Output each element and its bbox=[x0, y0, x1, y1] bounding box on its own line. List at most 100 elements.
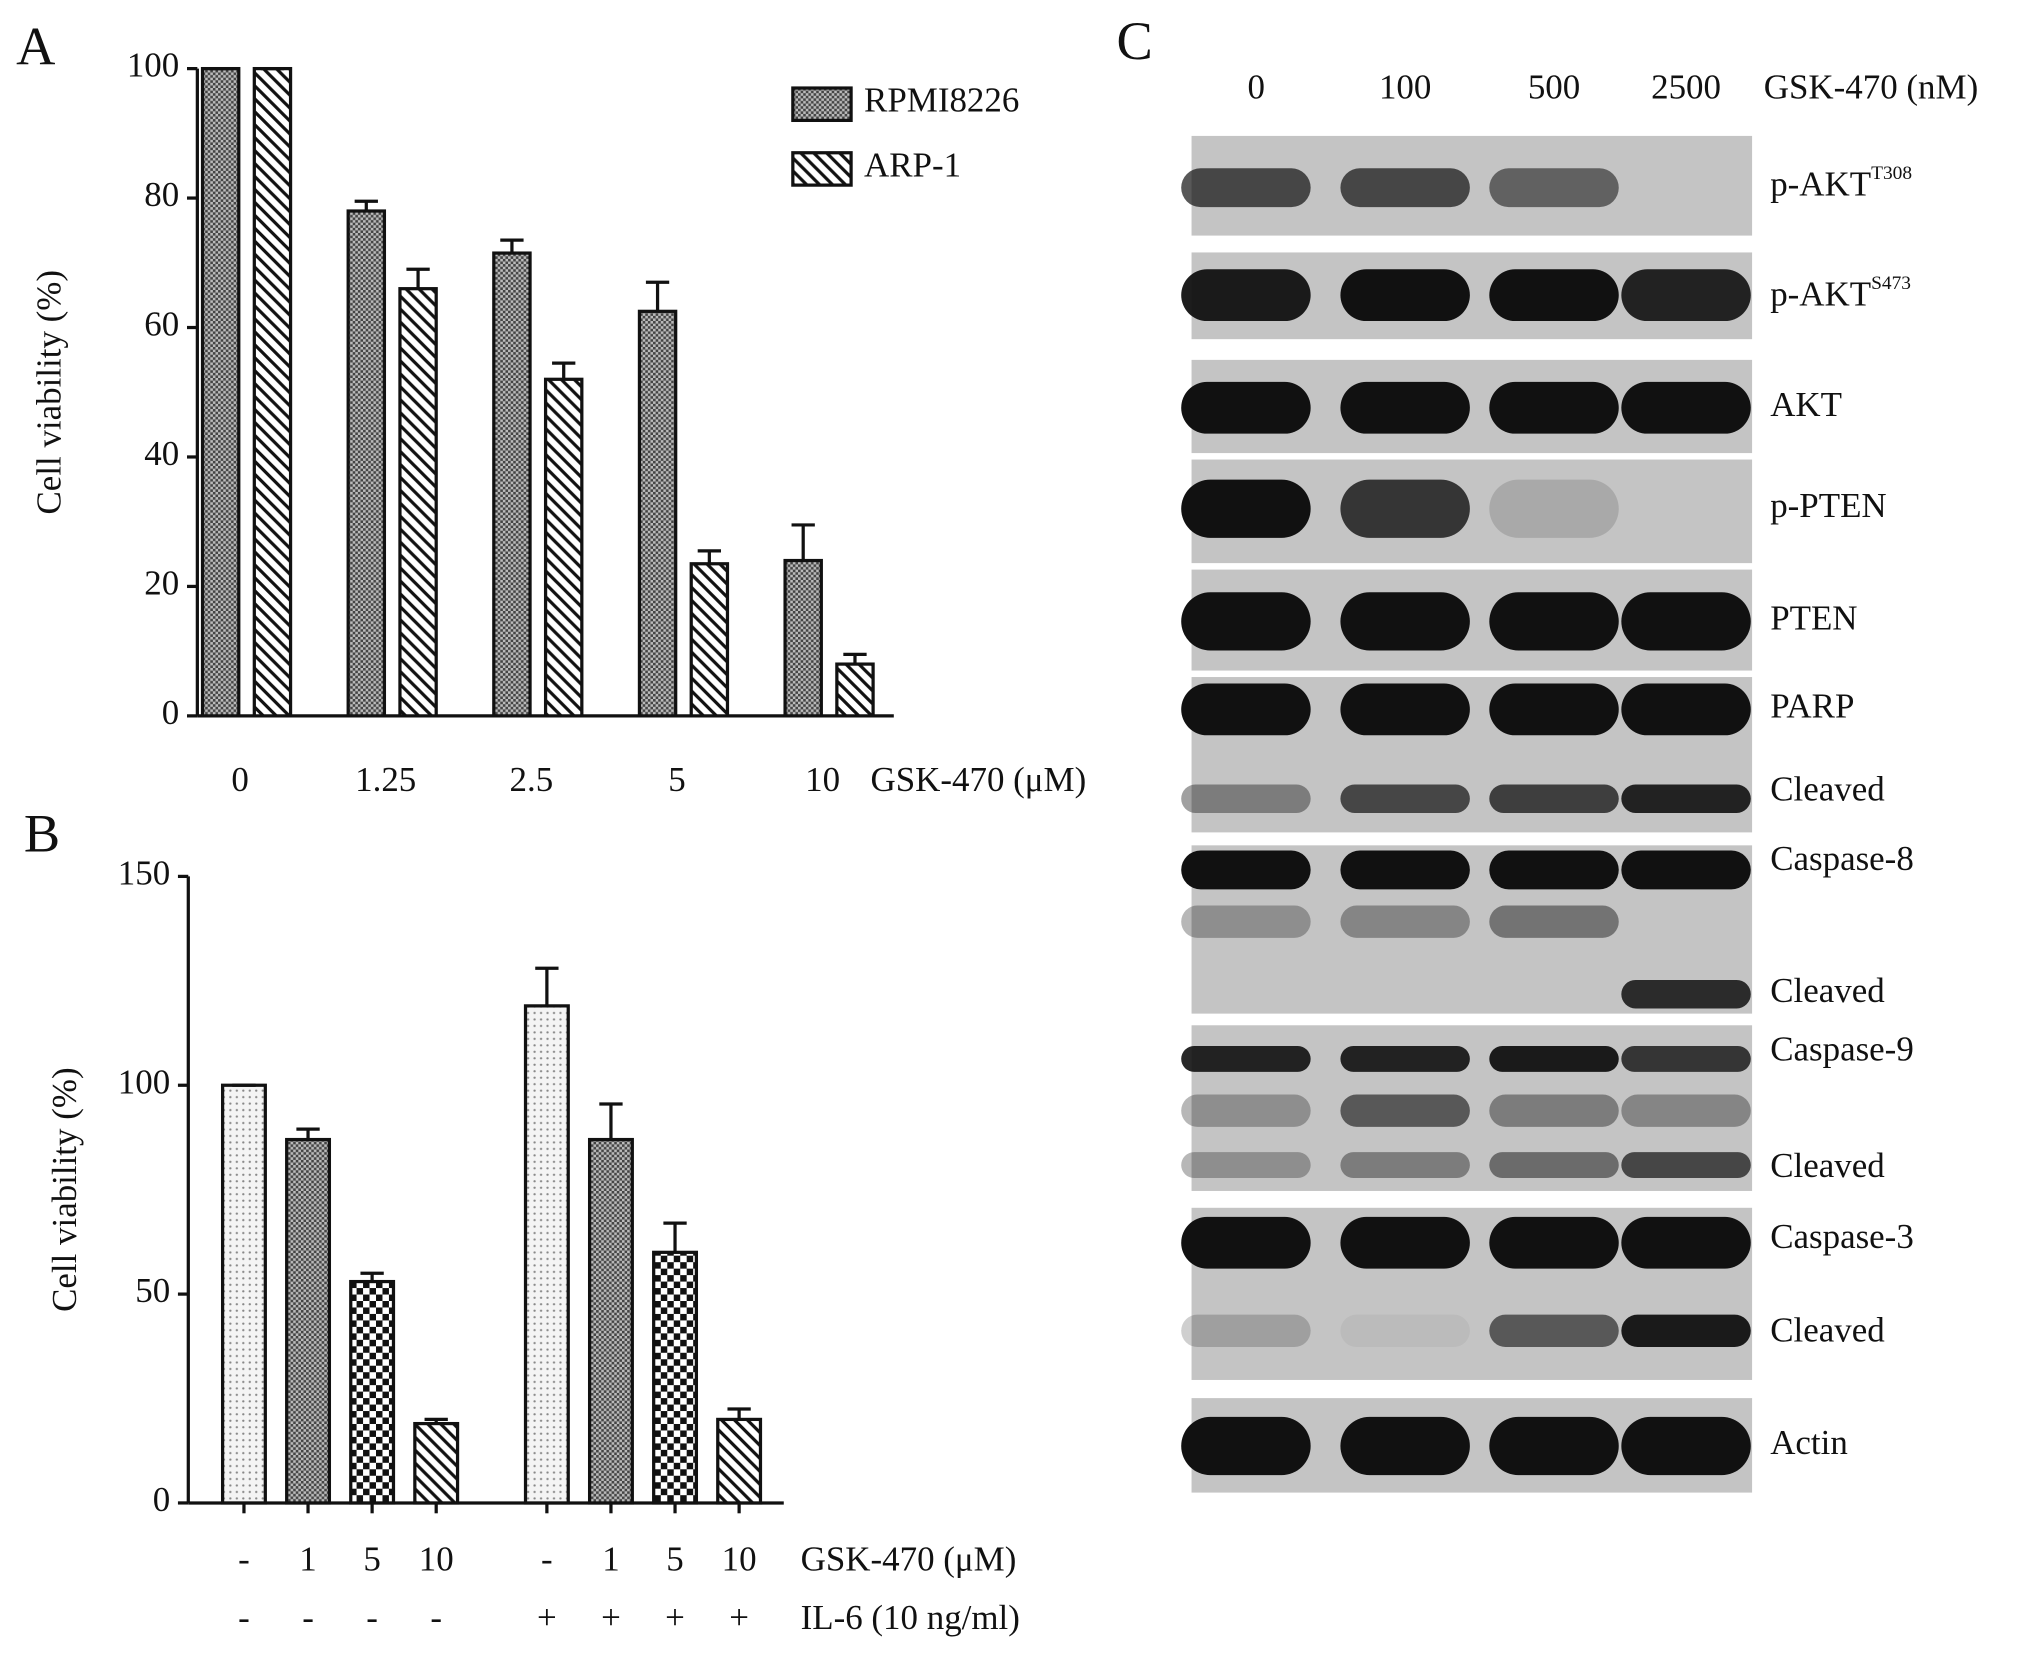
x-tick-label: 2.5 bbox=[510, 760, 554, 799]
blot-band bbox=[1181, 592, 1311, 651]
panel-label: A bbox=[16, 16, 55, 76]
blot-band bbox=[1340, 784, 1470, 813]
blot-band bbox=[1181, 1152, 1311, 1179]
bar bbox=[413, 1421, 460, 1505]
bar bbox=[346, 209, 387, 718]
x-tick-label: + bbox=[729, 1598, 749, 1637]
blot-band bbox=[1489, 1045, 1619, 1072]
blot-label: Cleaved bbox=[1770, 1146, 1885, 1185]
blot-band bbox=[1181, 683, 1311, 736]
x-tick-label: - bbox=[302, 1598, 314, 1637]
bar bbox=[349, 1279, 396, 1505]
y-tick-label: 40 bbox=[144, 434, 179, 473]
bar bbox=[252, 66, 293, 718]
blot-band bbox=[1181, 381, 1311, 434]
blot-band bbox=[1489, 850, 1619, 890]
blot-band bbox=[1340, 1094, 1470, 1127]
blot-band bbox=[1489, 479, 1619, 538]
label-text: Cleaved bbox=[1770, 769, 1885, 808]
bar bbox=[200, 66, 241, 718]
bar bbox=[220, 1083, 267, 1505]
blot-band bbox=[1621, 592, 1751, 651]
blot-band bbox=[1340, 1152, 1470, 1179]
x-tick-label: 5 bbox=[668, 760, 685, 799]
x-tick-label: - bbox=[366, 1598, 378, 1637]
x-tick-label: 10 bbox=[722, 1540, 757, 1579]
label-text: p-PTEN bbox=[1770, 486, 1886, 525]
blot-band bbox=[1621, 269, 1751, 322]
blot-band bbox=[1621, 850, 1751, 890]
blot-label: PARP bbox=[1770, 686, 1854, 725]
blot-band bbox=[1489, 1416, 1619, 1476]
blot-label: Caspase-8 bbox=[1770, 839, 1914, 878]
blot-band bbox=[1621, 979, 1751, 1009]
x-tick-label: + bbox=[665, 1598, 685, 1637]
bar bbox=[398, 287, 438, 718]
label-text: Actin bbox=[1770, 1423, 1848, 1462]
blot-band bbox=[1340, 1416, 1470, 1476]
blot-band bbox=[1181, 850, 1311, 890]
blot-band bbox=[1489, 381, 1619, 434]
blot-band bbox=[1621, 683, 1751, 736]
blot-label: Cleaved bbox=[1770, 971, 1885, 1010]
blot-band bbox=[1621, 784, 1751, 813]
bar bbox=[783, 558, 823, 718]
y-tick-label: 20 bbox=[144, 563, 179, 602]
y-tick-label: 60 bbox=[144, 305, 179, 344]
x-tick-label: 10 bbox=[419, 1540, 454, 1579]
bar bbox=[587, 1137, 634, 1505]
blot-label: Caspase-9 bbox=[1770, 1029, 1914, 1068]
blot-band bbox=[1181, 1094, 1311, 1127]
column-label: 0 bbox=[1248, 68, 1265, 107]
blot-band bbox=[1340, 592, 1470, 651]
x-tick-label: - bbox=[238, 1598, 250, 1637]
blot-band bbox=[1340, 905, 1470, 938]
blot-band bbox=[1489, 269, 1619, 322]
x-row-label: IL-6 (10 ng/ml) bbox=[801, 1598, 1020, 1637]
blot-band bbox=[1181, 1045, 1311, 1072]
x-tick-label: + bbox=[601, 1598, 621, 1637]
column-label: 2500 bbox=[1651, 68, 1721, 107]
blot-band bbox=[1621, 1152, 1751, 1179]
blot-band bbox=[1621, 1094, 1751, 1127]
blot-band bbox=[1489, 905, 1619, 938]
blot-label: p-AKTT308 bbox=[1770, 163, 1912, 204]
bar bbox=[689, 562, 730, 718]
label-text: Caspase-9 bbox=[1770, 1029, 1914, 1068]
blot-band bbox=[1181, 1416, 1311, 1476]
x-tick-label: 5 bbox=[666, 1540, 683, 1579]
x-axis-label: GSK-470 (μM) bbox=[871, 760, 1087, 799]
bar bbox=[835, 662, 875, 718]
legend-swatch bbox=[791, 86, 853, 123]
x-tick-label: 1 bbox=[602, 1540, 619, 1579]
legend-swatch bbox=[791, 151, 853, 187]
blot-band bbox=[1489, 1152, 1619, 1179]
blot-label: Actin bbox=[1770, 1423, 1848, 1462]
x-tick-label: 1.25 bbox=[355, 760, 416, 799]
blot-label: PTEN bbox=[1770, 598, 1857, 637]
blot-band bbox=[1621, 1045, 1751, 1072]
blot-band bbox=[1489, 1094, 1619, 1127]
label-text: p-AKT bbox=[1770, 275, 1871, 314]
blot-band bbox=[1340, 683, 1470, 736]
blot-band bbox=[1489, 1314, 1619, 1347]
x-tick-label: - bbox=[238, 1540, 250, 1579]
column-label: 500 bbox=[1528, 68, 1580, 107]
blot-label: Cleaved bbox=[1770, 1310, 1885, 1349]
blot-band bbox=[1621, 1314, 1751, 1347]
blot-band bbox=[1340, 1216, 1470, 1269]
x-tick-label: 5 bbox=[363, 1540, 380, 1579]
y-axis-label: Cell viability (%) bbox=[29, 270, 68, 515]
blot-band bbox=[1340, 1045, 1470, 1072]
label-text: Cleaved bbox=[1770, 1146, 1885, 1185]
y-tick-label: 0 bbox=[162, 693, 179, 732]
blot-band bbox=[1489, 1216, 1619, 1269]
label-text: Cleaved bbox=[1770, 971, 1885, 1010]
label-text: PARP bbox=[1770, 686, 1854, 725]
blot-band bbox=[1340, 269, 1470, 322]
y-tick-label: 0 bbox=[153, 1480, 170, 1519]
bar bbox=[652, 1250, 699, 1505]
blot-band bbox=[1340, 479, 1470, 538]
legend-label: ARP-1 bbox=[864, 145, 961, 184]
